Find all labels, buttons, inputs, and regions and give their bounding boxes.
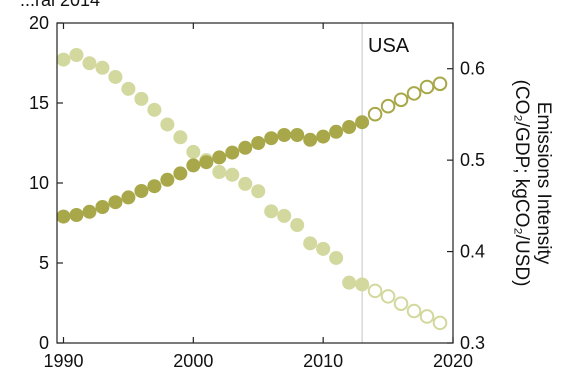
series_a-point	[147, 179, 162, 194]
y-right-tick-label: 0.5	[460, 150, 485, 170]
series_a-point	[56, 209, 71, 224]
series_a-point	[251, 136, 266, 150]
series_b-point	[290, 218, 305, 233]
series_b-point	[342, 275, 357, 290]
series_b-point	[355, 277, 370, 292]
series_b-point	[238, 176, 253, 191]
series_a-point	[199, 155, 214, 170]
series_a-point	[316, 129, 331, 144]
series_a-point	[264, 131, 279, 146]
series_a-point	[212, 150, 227, 165]
series_a-point	[290, 128, 305, 142]
y-right-tick-label: 0.4	[460, 242, 485, 262]
series_b-point	[95, 60, 110, 75]
series_a-point	[329, 124, 344, 139]
series_a-point	[69, 208, 84, 222]
series_b-point	[303, 236, 318, 251]
series_b-point	[147, 102, 162, 117]
y-right-tick-label: 0.6	[460, 59, 485, 79]
series_a-point	[108, 195, 123, 210]
y-left-tick-label: 0	[39, 333, 49, 353]
series_b-point	[69, 48, 84, 62]
series_a-projected-point	[393, 92, 409, 108]
y-left-tick-label: 15	[29, 93, 49, 113]
series_a-point	[225, 145, 240, 160]
series_b-point	[160, 117, 175, 132]
x-tick-label: 2010	[303, 351, 343, 371]
series_a-point	[238, 140, 253, 155]
series_a-point	[95, 200, 110, 214]
series_b-point	[134, 91, 149, 106]
x-tick-label: 2000	[173, 351, 213, 371]
series_b-point	[173, 130, 188, 145]
right-axis-title-line2: (CO₂/GDP; kgCO₂/USD)	[511, 80, 532, 287]
series_a-point	[121, 190, 136, 205]
series_b-point	[186, 144, 201, 159]
series_a-projected-point	[432, 76, 448, 92]
y-left-tick-label: 10	[29, 173, 49, 193]
series_a-projected-point	[419, 79, 435, 95]
series_a-point	[173, 166, 188, 181]
series_a-point	[277, 128, 292, 142]
series_a-projected-point	[406, 86, 422, 101]
country-label: USA	[368, 35, 410, 57]
series_b-projected-point	[380, 289, 396, 304]
series_b-point	[225, 167, 240, 182]
y-right-tick-label: 0.3	[460, 333, 485, 353]
x-tick-label: 1990	[43, 351, 83, 371]
series_a-point	[186, 158, 201, 173]
series_a-point	[355, 115, 370, 130]
series_a-projected-point	[380, 98, 396, 114]
x-tick-label: 2020	[433, 351, 473, 371]
series_a-point	[160, 172, 175, 187]
series_a-point	[82, 204, 97, 219]
series_b-point	[264, 204, 279, 219]
series_b-point	[121, 81, 136, 96]
series_b-point	[277, 208, 292, 223]
series_a-point	[342, 120, 357, 134]
series_b-point	[108, 69, 123, 84]
y-left-tick-label: 5	[39, 253, 49, 273]
series_b-projected-point	[406, 303, 422, 319]
series_a-point	[303, 132, 318, 147]
series_b-projected-point	[432, 315, 448, 331]
series_b-point	[329, 250, 344, 265]
series_b-projected-point	[393, 296, 409, 311]
series_b-point	[212, 165, 227, 180]
series_a-point	[134, 184, 149, 198]
series_a-projected-point	[367, 106, 383, 122]
right-axis-title: Emissions Intensity (CO₂/GDP; kgCO₂/USD)	[511, 80, 554, 287]
series_b-projected-point	[367, 283, 383, 299]
clipped-top-text: ...ral 2014	[20, 0, 100, 10]
series_b-point	[82, 56, 97, 71]
y-left-tick-label: 20	[29, 13, 49, 33]
right-axis-title-line1: Emissions Intensity	[533, 102, 554, 265]
series_b-projected-point	[419, 309, 435, 324]
series_b-point	[316, 241, 331, 256]
series_b-point	[251, 184, 266, 199]
series_b-point	[56, 52, 71, 67]
